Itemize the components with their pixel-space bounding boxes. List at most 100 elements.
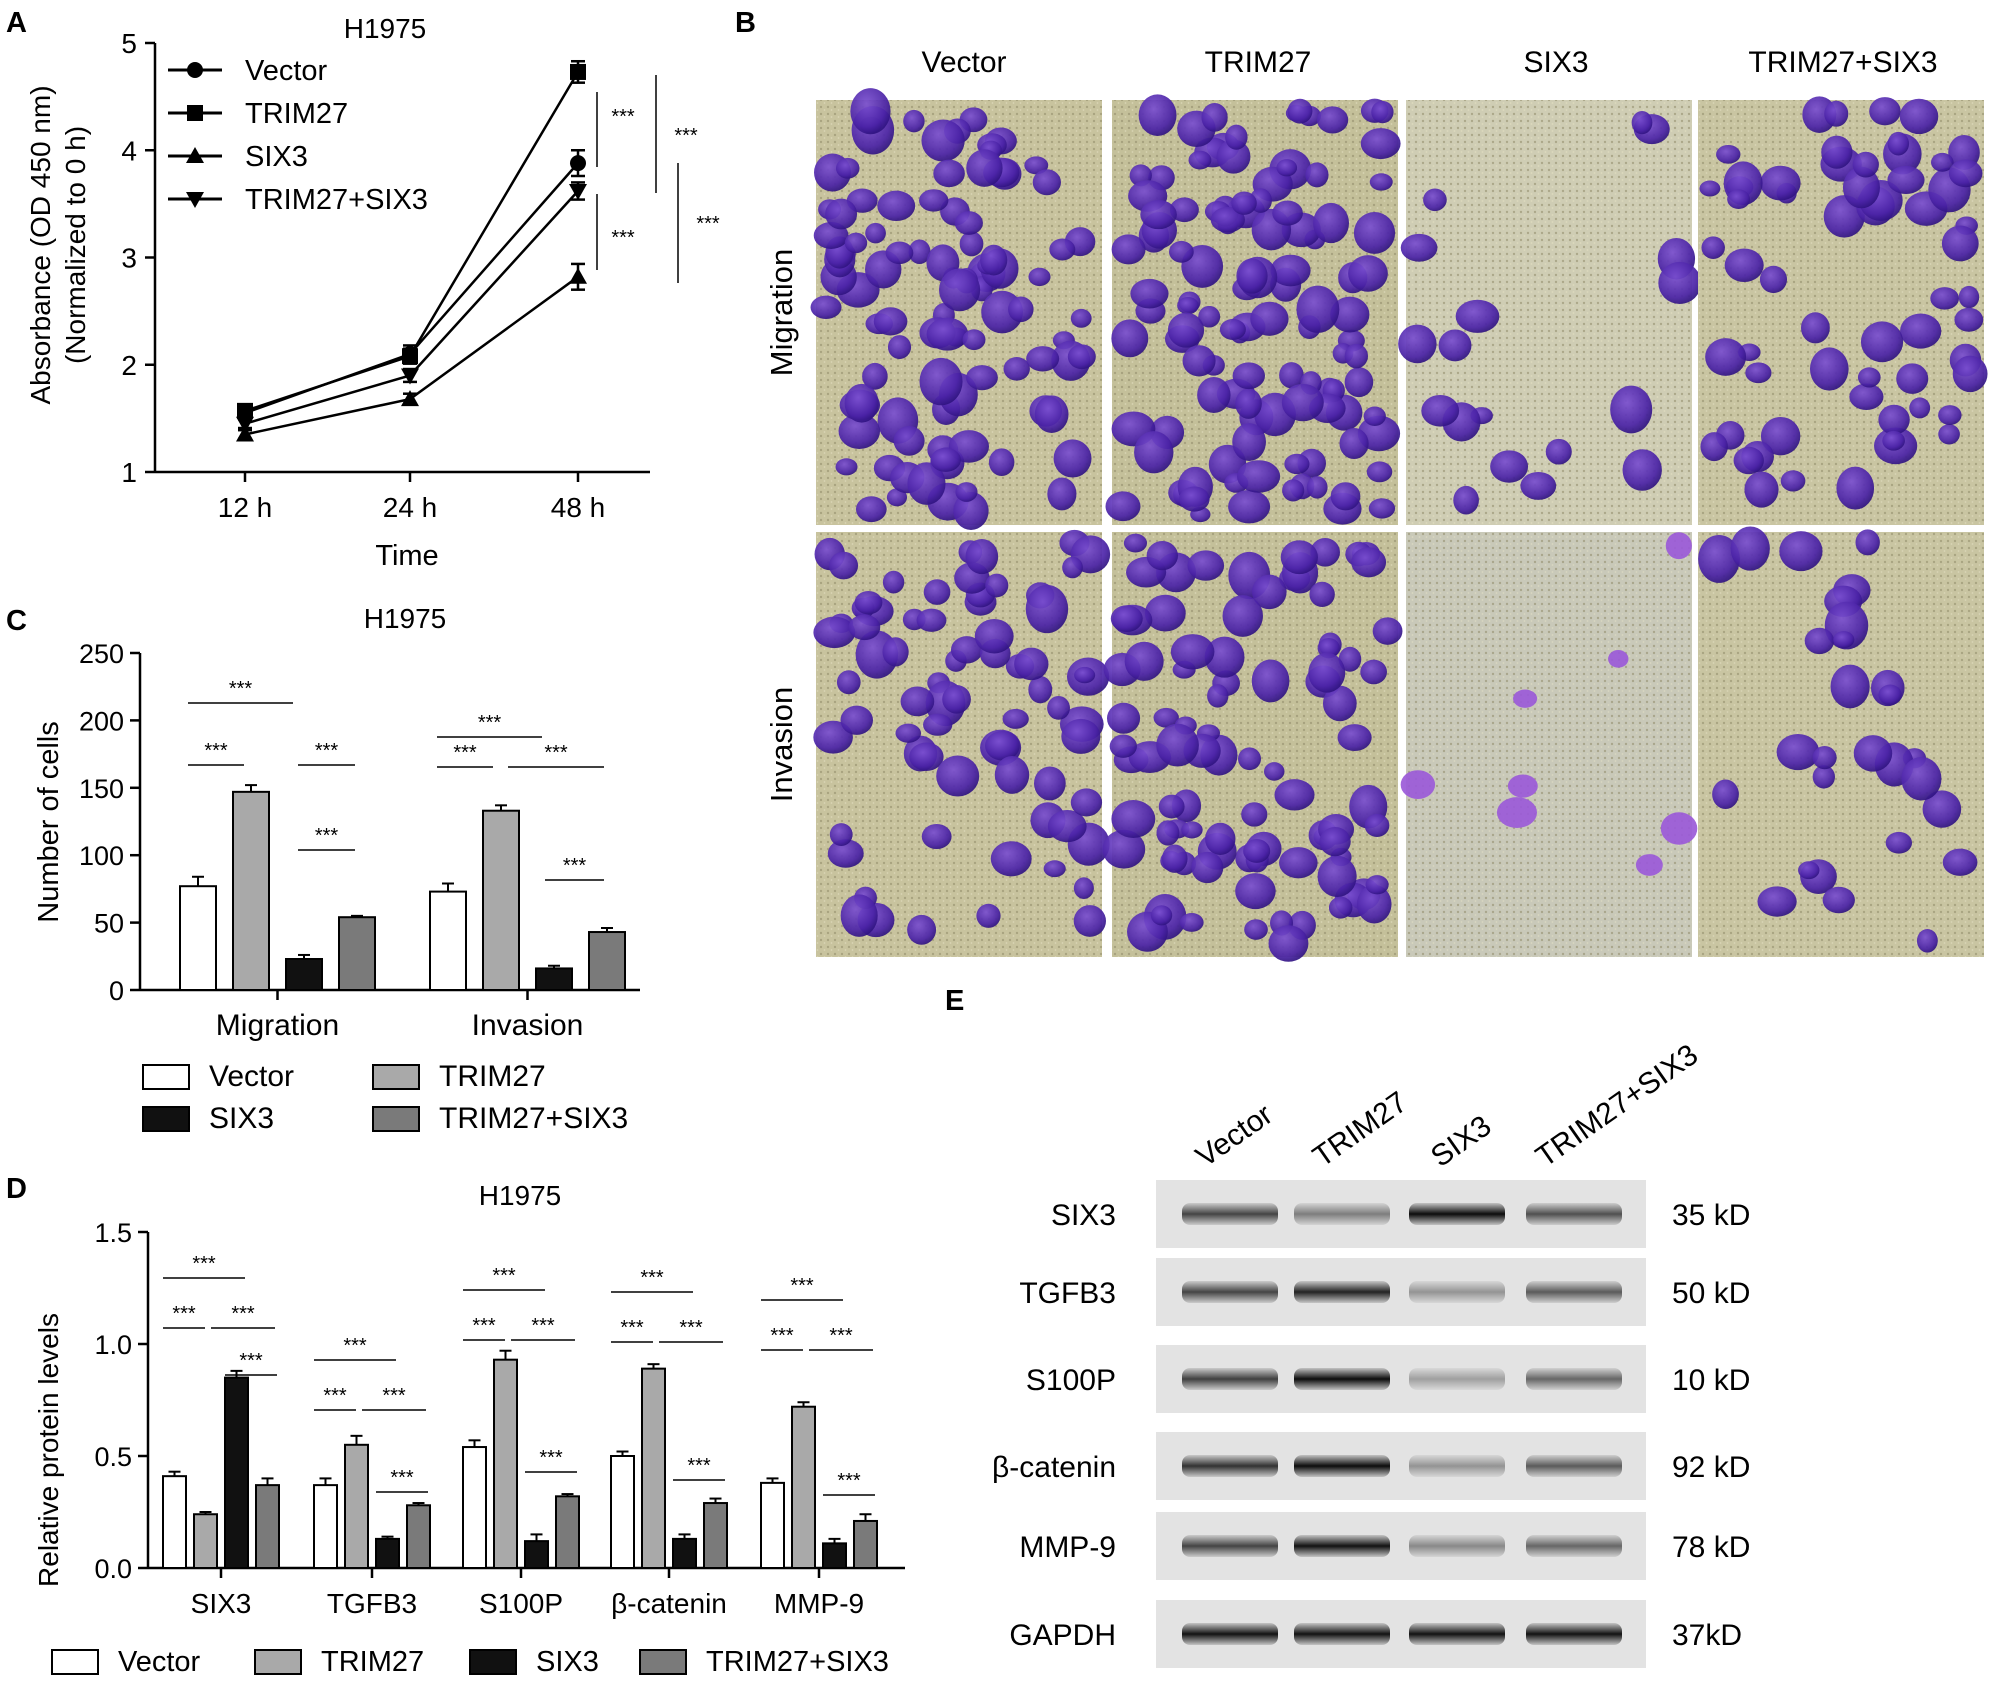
panel-c-ylabel: Number of cells [33, 721, 65, 922]
y-tick-label: 1.5 [94, 1218, 132, 1248]
bar-six3-trim27-six3 [255, 1484, 280, 1569]
stained-cell [854, 590, 883, 615]
stained-cell [1067, 344, 1096, 370]
panel-b: B Vector TRIM27 SIX3 TRIM27+SIX3 Migration I… [735, 7, 1988, 962]
stained-cell [1545, 438, 1572, 465]
size-label-37kd: 37kD [1672, 1619, 1742, 1652]
band-s100p-trim27 [1294, 1368, 1390, 1390]
stained-cell [844, 383, 879, 423]
bar-invasion-vector [429, 890, 467, 992]
stained-cell [877, 190, 916, 222]
stained-cell [1244, 919, 1268, 940]
stained-cell [1228, 489, 1271, 524]
significance-stars: *** [239, 1350, 263, 1372]
stained-cell [1279, 362, 1304, 389]
bar-migration-trim27-six3 [338, 916, 376, 992]
category-label-migration: Migration [216, 1009, 339, 1042]
stained-cell [882, 637, 909, 667]
stained-cell [1003, 357, 1030, 381]
stained-cell [1724, 248, 1764, 283]
stained-cell [848, 614, 881, 641]
stained-cell [1779, 531, 1823, 572]
stained-cell [1074, 666, 1096, 684]
stained-cell [1014, 647, 1049, 681]
legend-label-trim27-six3: TRIM27+SIX3 [245, 184, 428, 216]
blot-row-gapdh: GAPDH 37kD [1009, 1600, 1742, 1668]
y-tick-label: 0.5 [94, 1442, 132, 1472]
stained-cell [1520, 471, 1557, 500]
stained-cell [1608, 650, 1629, 668]
stained-cell [1348, 255, 1388, 292]
stained-cell [1205, 822, 1236, 856]
stained-cell [1366, 461, 1393, 483]
panel-a-letter: A [6, 7, 27, 39]
stained-cell [1144, 594, 1186, 632]
y-tick-label: 150 [79, 774, 124, 804]
bar-s100p-trim27 [493, 1358, 518, 1570]
stained-cell [1885, 831, 1913, 854]
bar-mmp-9-six3 [822, 1542, 847, 1569]
stained-cell [1167, 312, 1205, 348]
stained-cell [966, 149, 1003, 187]
significance-stars: *** [539, 1447, 563, 1469]
stained-cell [1210, 206, 1245, 233]
stained-cell [1363, 406, 1386, 427]
data-point-trim27 [570, 63, 586, 80]
stained-cell [923, 579, 951, 605]
stained-cell [1507, 774, 1538, 798]
stained-cell [1102, 829, 1146, 869]
blot-row-tgfb3: TGFB3 50 kD [1019, 1258, 1750, 1326]
stained-cell [1008, 296, 1034, 323]
stained-cell [954, 211, 983, 235]
stained-cell [1241, 802, 1268, 827]
stained-cell [1631, 110, 1653, 135]
blot-row-s100p: S100P 10 kD [1026, 1345, 1750, 1413]
panel-d-ylabel: Relative protein levels [33, 1313, 64, 1587]
band-six3-six3 [1409, 1203, 1505, 1225]
stained-cell [1855, 529, 1880, 556]
bar-catenin-six3 [672, 1537, 697, 1570]
stained-cell [1111, 234, 1146, 265]
stained-cell [1400, 770, 1436, 799]
stained-cell [1842, 166, 1880, 209]
significance-stars: *** [453, 742, 477, 764]
stained-cell [988, 448, 1015, 476]
blot-row-catenin: β-catenin 92 kD [992, 1432, 1750, 1500]
y-tick-label: 4 [121, 135, 137, 166]
stained-cell [966, 365, 998, 391]
panel-c-bars [179, 784, 626, 992]
stained-cell [1360, 128, 1401, 160]
data-point-six3 [401, 390, 419, 407]
stained-cell [1280, 540, 1318, 575]
panel-a-legend: Vector TRIM27 SIX3 TRIM27+SIX3 [168, 55, 428, 216]
y-tick-label: 250 [79, 639, 124, 669]
stained-cell [1368, 498, 1396, 519]
micrograph-invasion-trim27 [1102, 532, 1403, 962]
legend-label-trim27: TRIM27 [321, 1646, 424, 1678]
stained-cell [1860, 321, 1904, 363]
column-header-vector: Vector [921, 46, 1006, 79]
stained-cell [1284, 453, 1310, 475]
stained-cell [1931, 152, 1954, 172]
stained-cell [1274, 779, 1315, 811]
stained-cell [1061, 718, 1101, 754]
stained-cell [1025, 584, 1069, 634]
legend-swatch-six3 [469, 1649, 517, 1675]
stained-cell [908, 239, 931, 265]
band-mmp-9-trim27-six3 [1526, 1535, 1622, 1557]
stained-cell [1330, 296, 1370, 333]
stained-cell [1268, 925, 1309, 962]
stained-cell [1853, 735, 1893, 772]
stained-cell [909, 742, 944, 771]
protein-label-s100p: S100P [1026, 1364, 1116, 1397]
stained-cell [919, 189, 949, 212]
lane-label-trim27-six3: TRIM27+SIX3 [1530, 1038, 1704, 1174]
stained-cell [1398, 324, 1437, 364]
stained-cell [1309, 581, 1335, 608]
legend-label-vector: Vector [245, 55, 328, 87]
size-label-50-kd: 50 kD [1672, 1277, 1750, 1310]
stained-cell [1942, 848, 1978, 876]
significance-stars: *** [770, 1325, 794, 1347]
significance-stars: *** [382, 1385, 406, 1407]
